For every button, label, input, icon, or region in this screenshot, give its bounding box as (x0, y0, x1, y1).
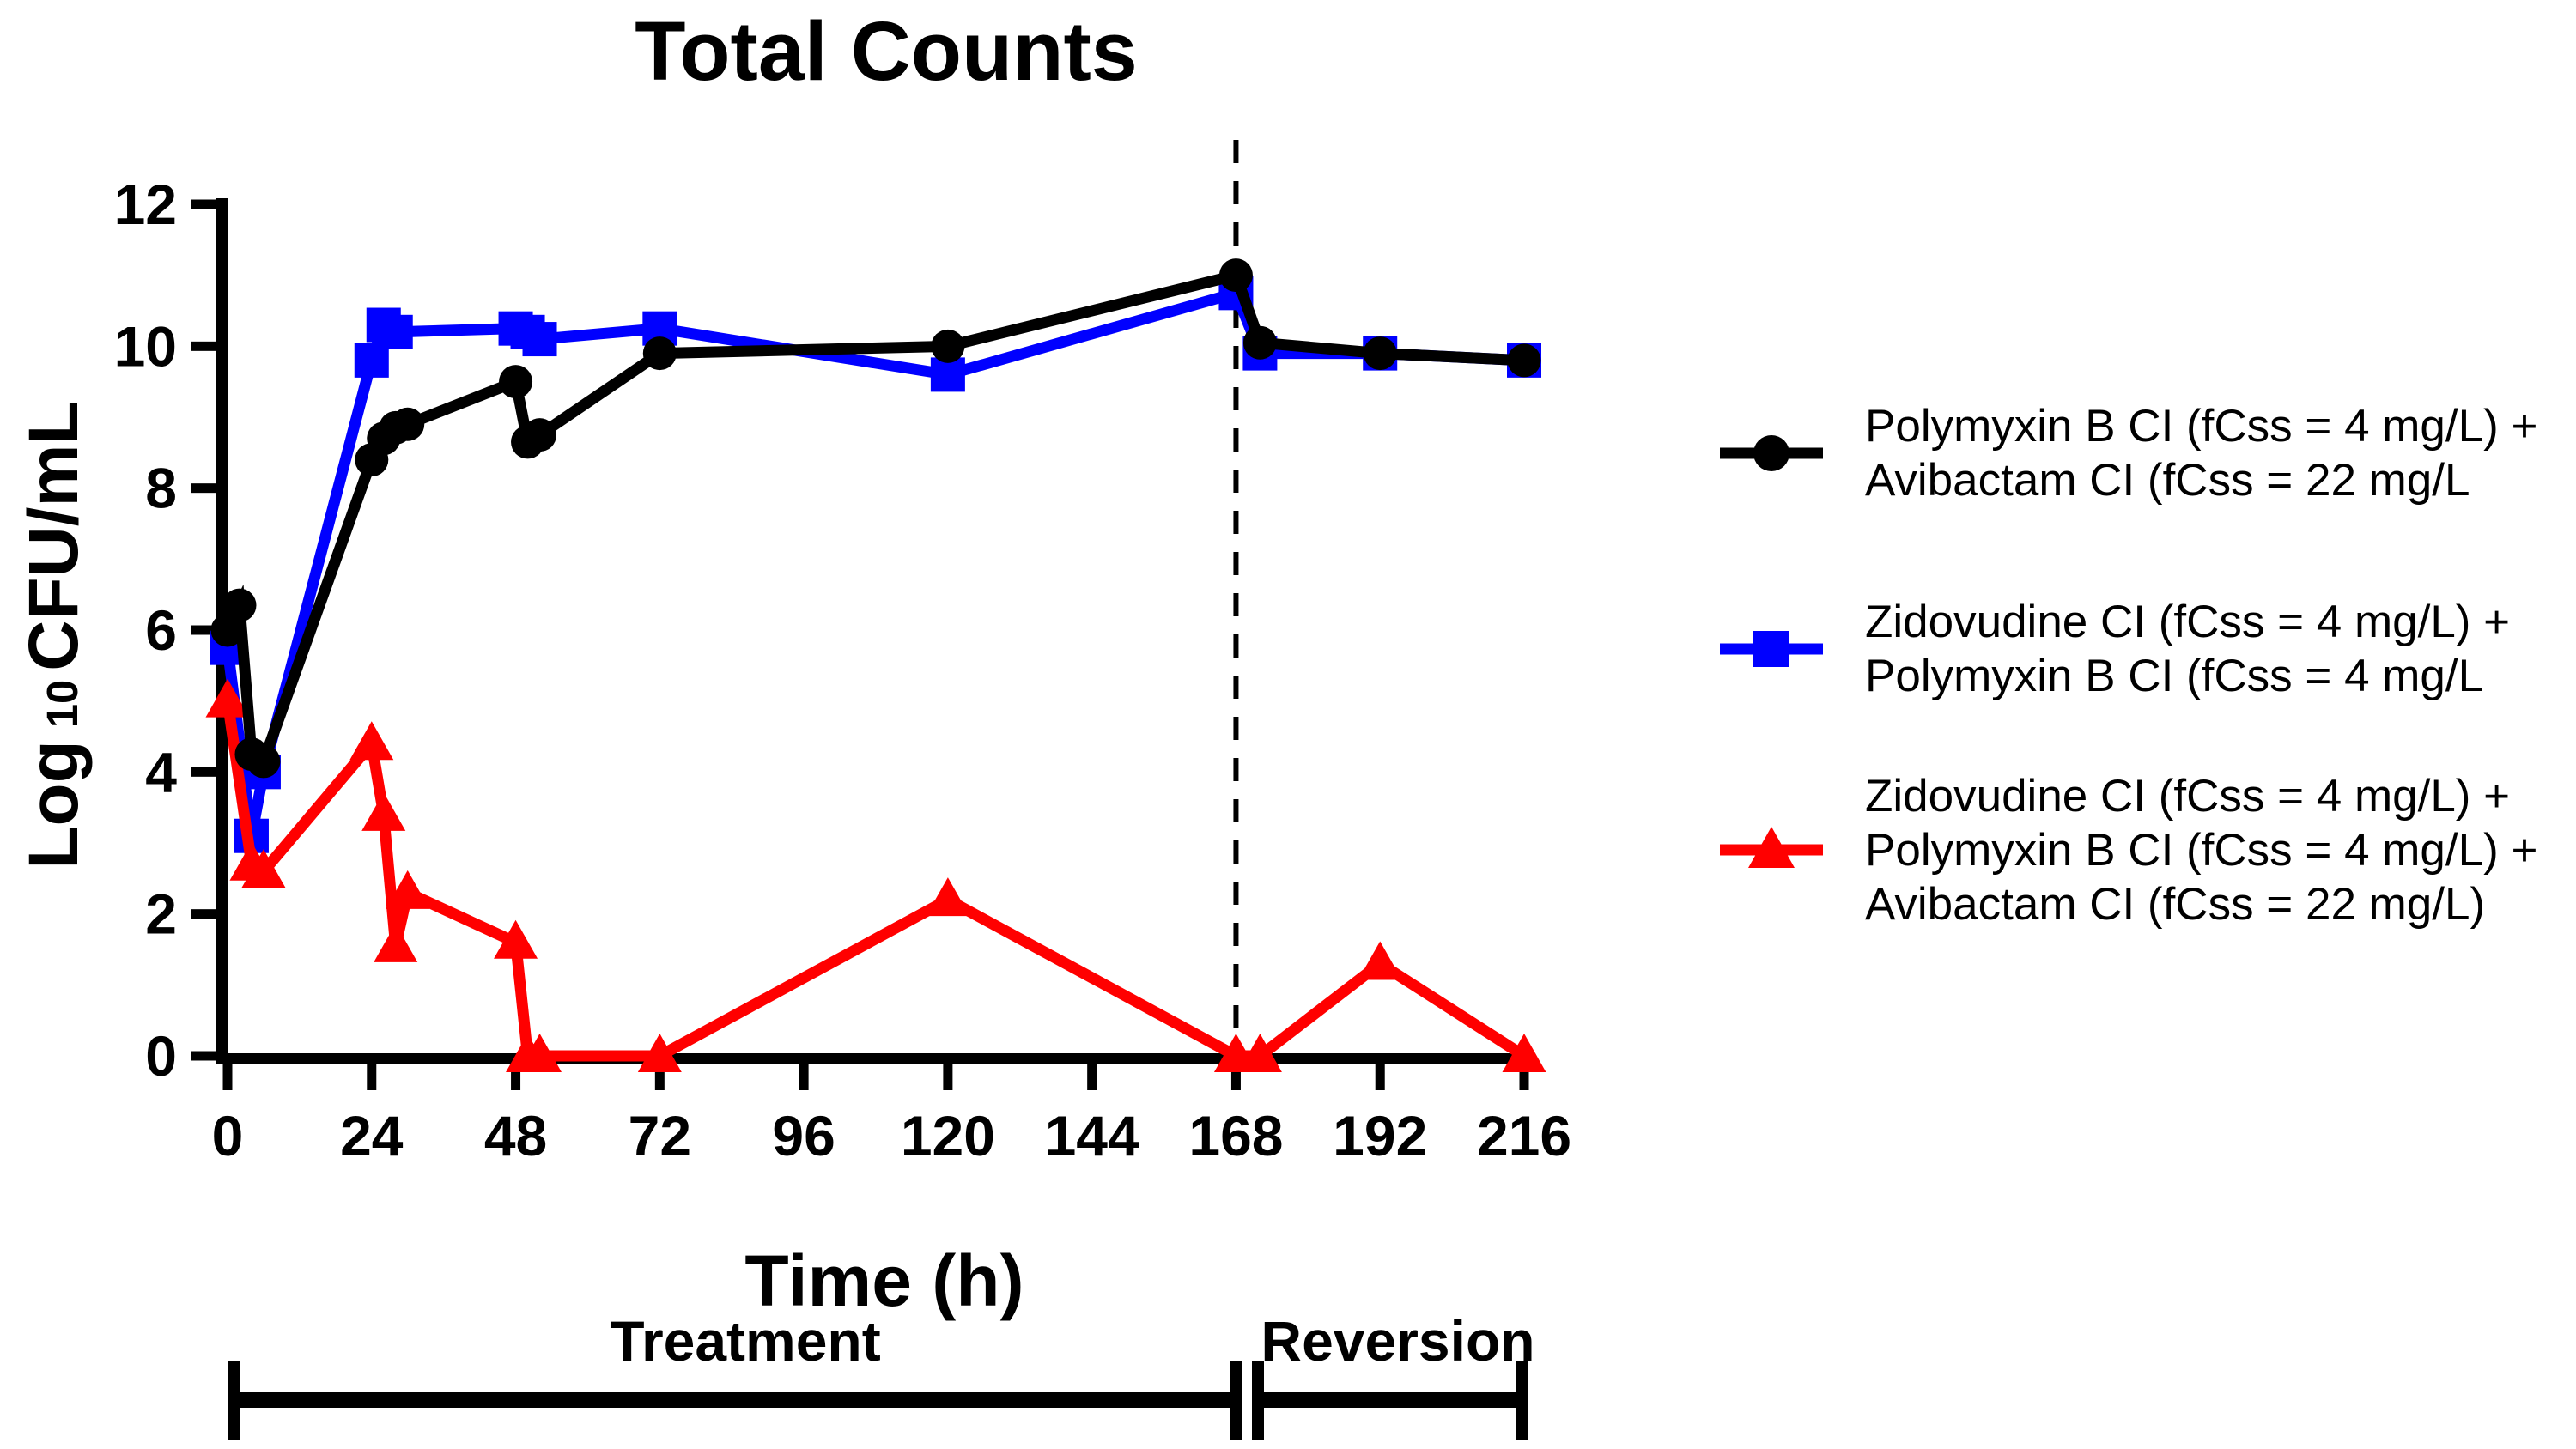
x-tick-label: 120 (901, 1104, 995, 1167)
data-point-circle (1242, 325, 1277, 360)
data-point-circle (1363, 336, 1397, 371)
data-point-triangle (637, 1034, 682, 1072)
data-point-circle (523, 418, 557, 452)
data-point-circle (1218, 258, 1253, 293)
data-point-triangle (518, 1034, 562, 1072)
y-tick (191, 909, 216, 919)
x-tick-label: 168 (1188, 1104, 1283, 1167)
y-axis-title: Log 10 CFU/mL (9, 335, 99, 936)
series-line-square (222, 286, 1525, 837)
data-point-square (930, 357, 965, 392)
x-axis-line (216, 1053, 1531, 1064)
data-point-triangle (1237, 1034, 1282, 1072)
treatment-bracket-line (228, 1392, 1242, 1408)
x-tick (511, 1064, 521, 1090)
y-tick (191, 483, 216, 494)
x-tick (222, 1064, 233, 1090)
x-tick-label: 72 (629, 1104, 691, 1167)
data-point-circle (210, 613, 245, 647)
series-line-triangle (222, 700, 1528, 1062)
data-point-triangle (926, 877, 970, 917)
x-tick-label: 96 (772, 1104, 835, 1167)
data-point-square (378, 314, 413, 349)
data-point-circle (499, 365, 533, 399)
reversion-bracket-right-cap (1516, 1361, 1528, 1440)
y-tick-label: 8 (145, 457, 177, 520)
x-tick (799, 1064, 809, 1090)
x-tick (1375, 1064, 1385, 1090)
data-point-square (522, 322, 557, 357)
y-axis-title-prefix: Log (15, 740, 93, 870)
y-tick-label: 10 (114, 314, 177, 378)
x-tick (367, 1064, 377, 1090)
reversion-bracket-left-cap (1252, 1361, 1264, 1440)
x-tick (654, 1064, 665, 1090)
x-tick-label: 24 (340, 1104, 404, 1167)
x-tick-label: 192 (1333, 1104, 1427, 1167)
data-point-triangle (374, 923, 418, 962)
data-point-triangle (361, 791, 406, 831)
data-point-triangle (205, 678, 250, 718)
y-tick (191, 341, 216, 351)
data-point-triangle (241, 849, 286, 888)
y-tick (191, 199, 216, 209)
x-tick-label: 0 (212, 1104, 244, 1167)
data-point-triangle (1358, 941, 1402, 980)
data-point-circle (246, 744, 281, 779)
data-point-triangle (349, 721, 394, 761)
data-point-circle (642, 336, 677, 371)
y-tick (191, 1051, 216, 1061)
y-tick-label: 4 (145, 740, 177, 803)
data-point-circle (931, 329, 965, 363)
x-tick (1519, 1064, 1529, 1090)
y-tick-label: 12 (114, 173, 177, 236)
x-tick (1087, 1064, 1097, 1090)
y-axis-title-subscript: 10 (38, 679, 87, 729)
data-point-circle (1507, 343, 1541, 378)
data-point-circle (391, 407, 425, 441)
data-point-circle (222, 588, 257, 622)
y-tick-label: 0 (145, 1024, 177, 1088)
x-tick-label: 48 (484, 1104, 547, 1167)
y-tick (191, 767, 216, 777)
data-point-triangle (1502, 1034, 1546, 1072)
chart-title: Total Counts (635, 4, 1138, 98)
treatment-phase-label: Treatment (610, 1309, 881, 1373)
series-line-circle (222, 268, 1525, 770)
data-point-triangle (386, 870, 430, 909)
y-tick-label: 2 (145, 882, 177, 946)
x-axis-title: Time (h) (744, 1240, 1024, 1321)
x-tick (1230, 1064, 1241, 1090)
x-tick (943, 1064, 953, 1090)
reversion-bracket-line (1252, 1392, 1528, 1408)
y-tick (191, 625, 216, 635)
x-tick-label: 144 (1045, 1104, 1139, 1167)
data-point-triangle (494, 919, 538, 959)
treatment-bracket-right-cap (1230, 1361, 1242, 1440)
treatment-bracket-left-cap (228, 1361, 240, 1440)
x-tick-label: 216 (1477, 1104, 1571, 1167)
y-tick-label: 6 (145, 598, 177, 662)
y-axis-title-suffix: CFU/mL (15, 401, 93, 671)
reversion-phase-label: Reversion (1261, 1309, 1535, 1373)
